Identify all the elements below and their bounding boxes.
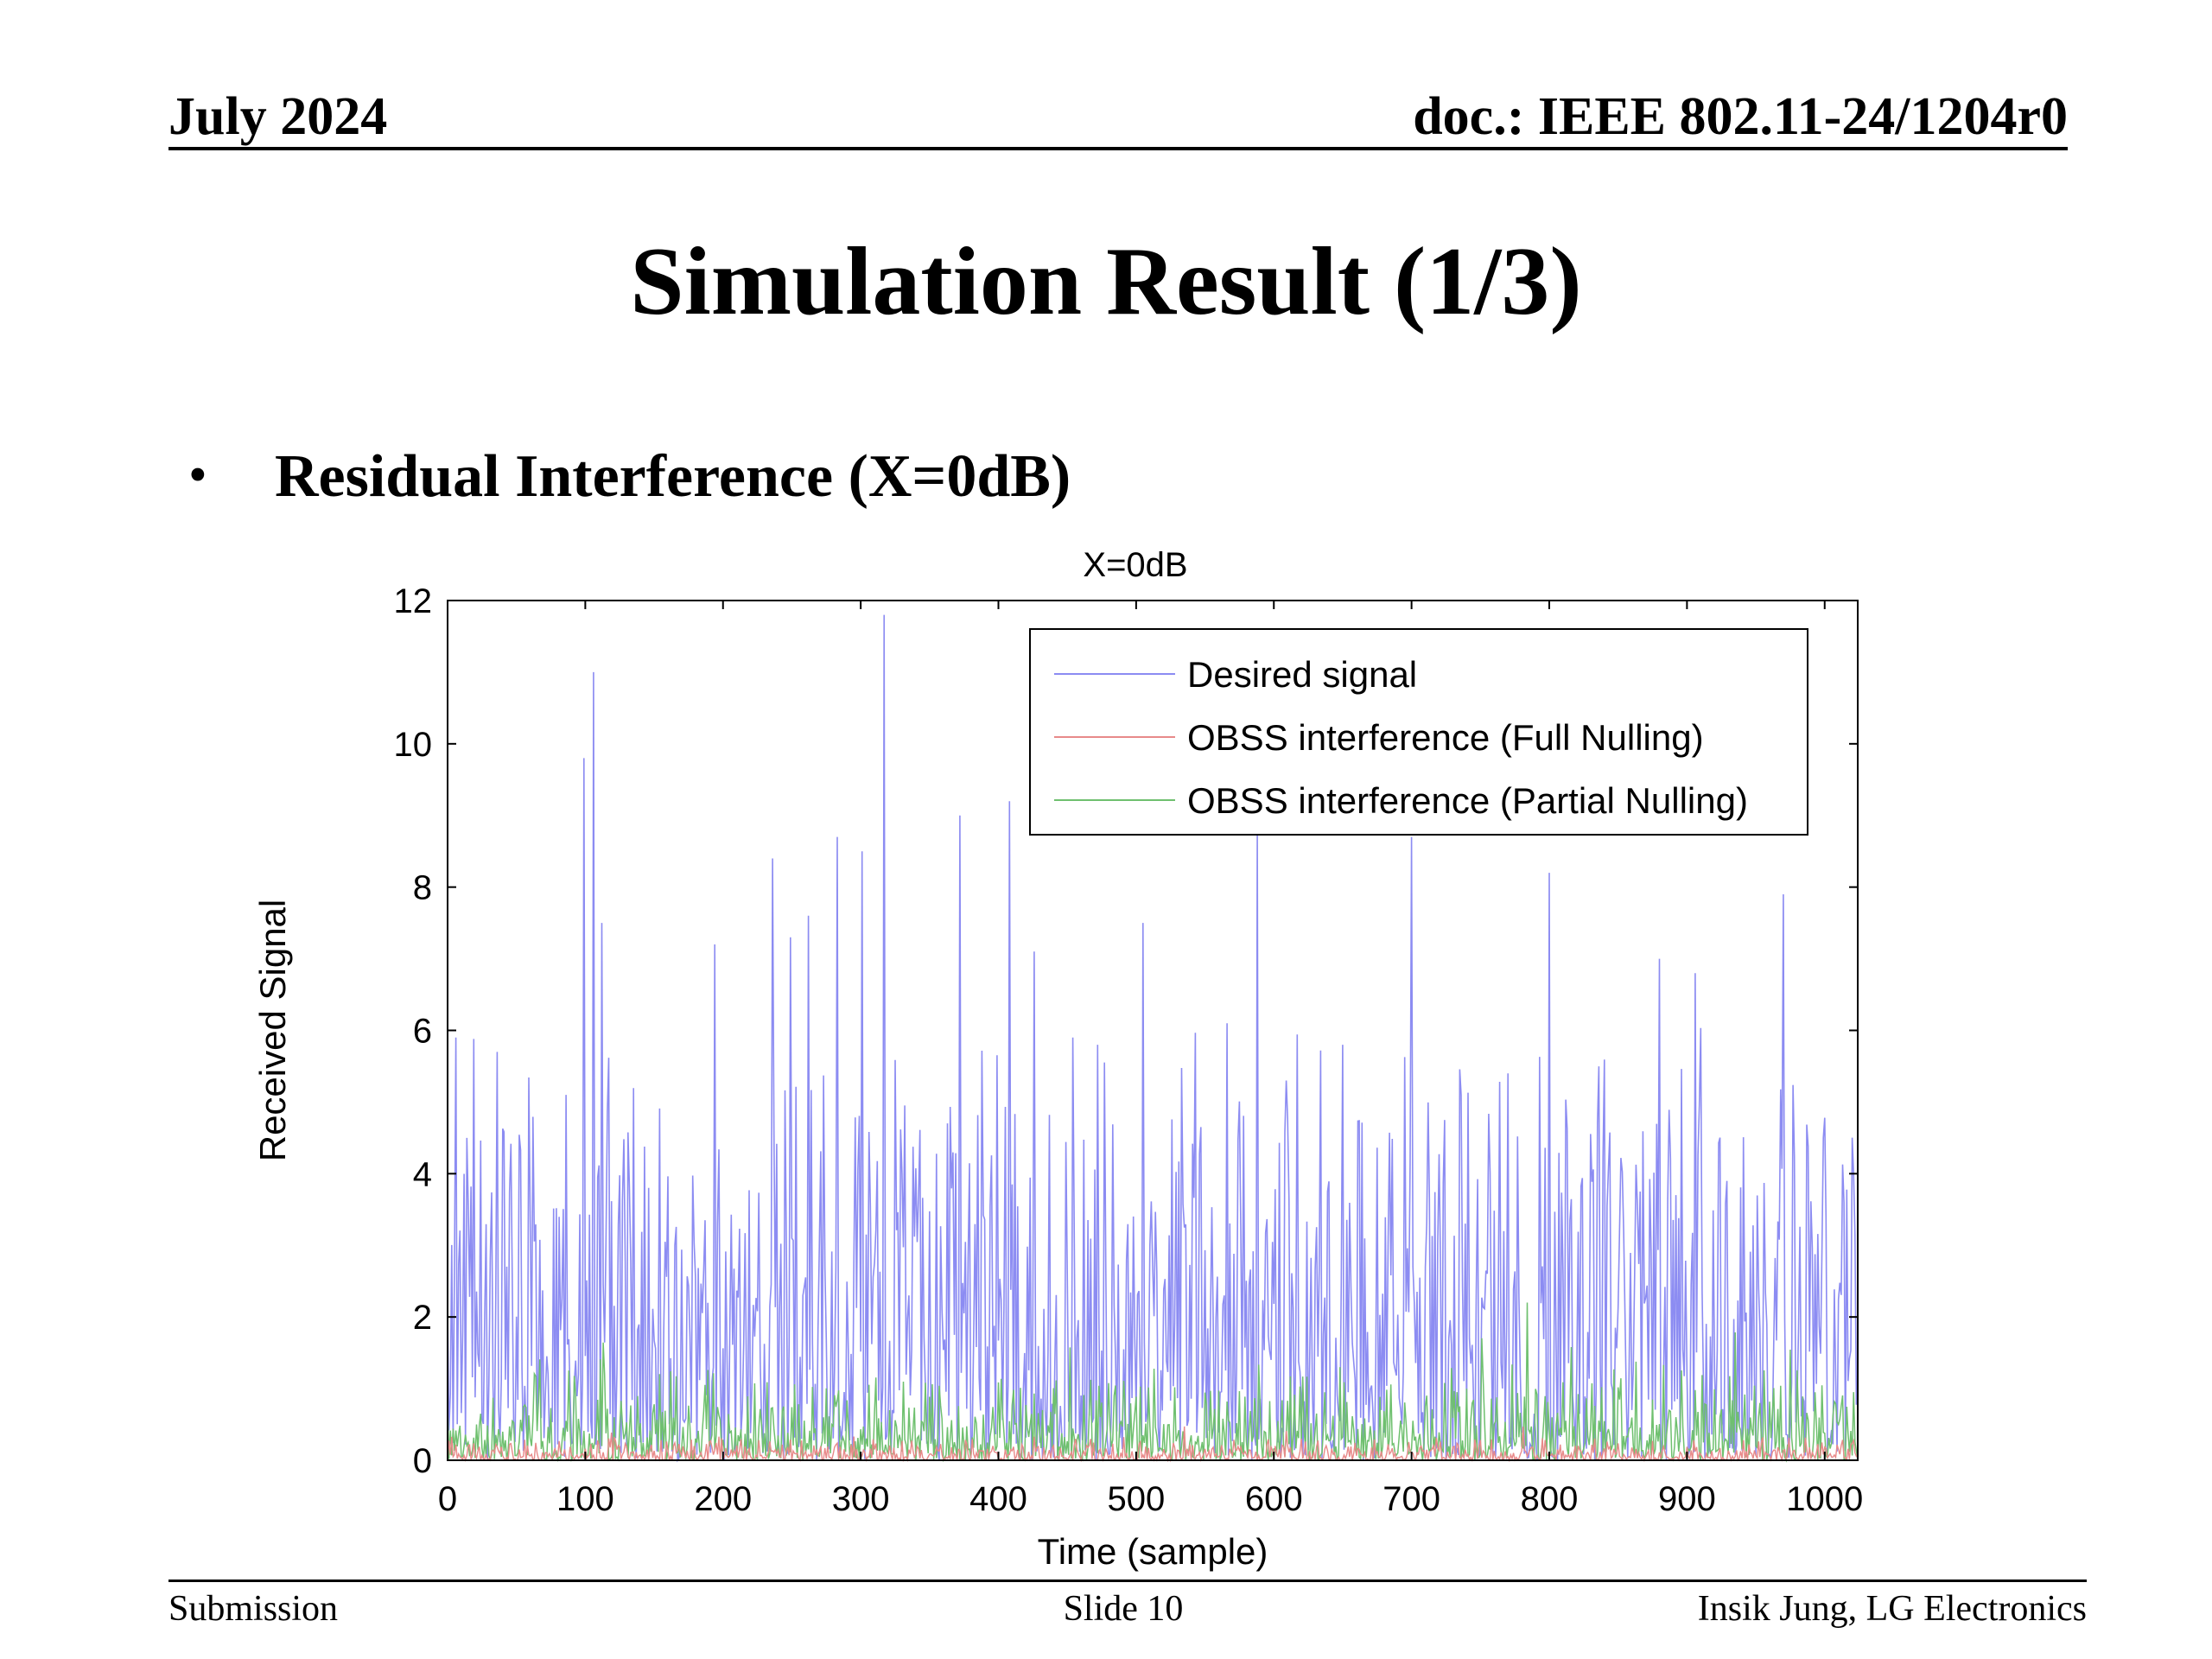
x-tick-label: 300 bbox=[832, 1480, 890, 1518]
axis-ticks: 0 100 200 300 400 500 600 700 800 900 1000 0 2 4 6 8 10 1… bbox=[394, 582, 1864, 1518]
y-tick-label: 0 bbox=[413, 1442, 432, 1480]
plot-lines bbox=[447, 614, 1859, 1463]
legend-label: OBSS interference (Partial Nulling) bbox=[1187, 780, 1748, 821]
x-tick-label: 100 bbox=[556, 1480, 614, 1518]
y-tick-label: 4 bbox=[413, 1155, 432, 1193]
series-line-desired-signal bbox=[447, 614, 1859, 1463]
bullet-text: Residual Interference (X=0dB) bbox=[275, 443, 1071, 510]
y-tick-label: 12 bbox=[394, 582, 433, 620]
header-divider bbox=[168, 147, 2068, 150]
y-tick-label: 10 bbox=[394, 726, 433, 764]
x-tick-label: 900 bbox=[1658, 1480, 1716, 1518]
footer-divider bbox=[168, 1580, 2087, 1582]
series-line-full-nulling bbox=[447, 1426, 1859, 1463]
x-axis-label: Time (sample) bbox=[1038, 1531, 1268, 1572]
x-tick-label: 0 bbox=[438, 1480, 457, 1518]
x-tick-label: 700 bbox=[1382, 1480, 1440, 1518]
x-tick-label: 1000 bbox=[1786, 1480, 1863, 1518]
chart-title: X=0dB bbox=[1083, 546, 1187, 584]
legend-label: OBSS interference (Full Nulling) bbox=[1187, 717, 1704, 758]
footer-submission: Submission bbox=[168, 1589, 339, 1629]
chart-legend: Desired signal OBSS interference (Full Nu… bbox=[1029, 628, 1808, 836]
x-tick-label: 800 bbox=[1521, 1480, 1579, 1518]
x-tick-label: 500 bbox=[1108, 1480, 1166, 1518]
slide-title: Simulation Result (1/3) bbox=[630, 228, 1582, 335]
x-tick-label: 400 bbox=[969, 1480, 1027, 1518]
footer-author: Insik Jung, LG Electronics bbox=[1697, 1589, 2087, 1629]
footer-slide-number: Slide 10 bbox=[1063, 1589, 1184, 1629]
series-line-partial-nulling bbox=[447, 1302, 1859, 1463]
y-tick-label: 8 bbox=[413, 869, 432, 907]
header-date: July 2024 bbox=[168, 87, 388, 146]
y-tick-label: 2 bbox=[413, 1299, 432, 1337]
header-doc-id: doc.: IEEE 802.11-24/1204r0 bbox=[1413, 87, 2068, 146]
x-tick-label: 600 bbox=[1245, 1480, 1303, 1518]
x-tick-label: 200 bbox=[694, 1480, 752, 1518]
y-tick-label: 6 bbox=[413, 1013, 432, 1051]
legend-label: Desired signal bbox=[1187, 654, 1417, 695]
bullet-marker: • bbox=[188, 446, 207, 505]
y-axis-label: Received Signal bbox=[252, 899, 293, 1162]
